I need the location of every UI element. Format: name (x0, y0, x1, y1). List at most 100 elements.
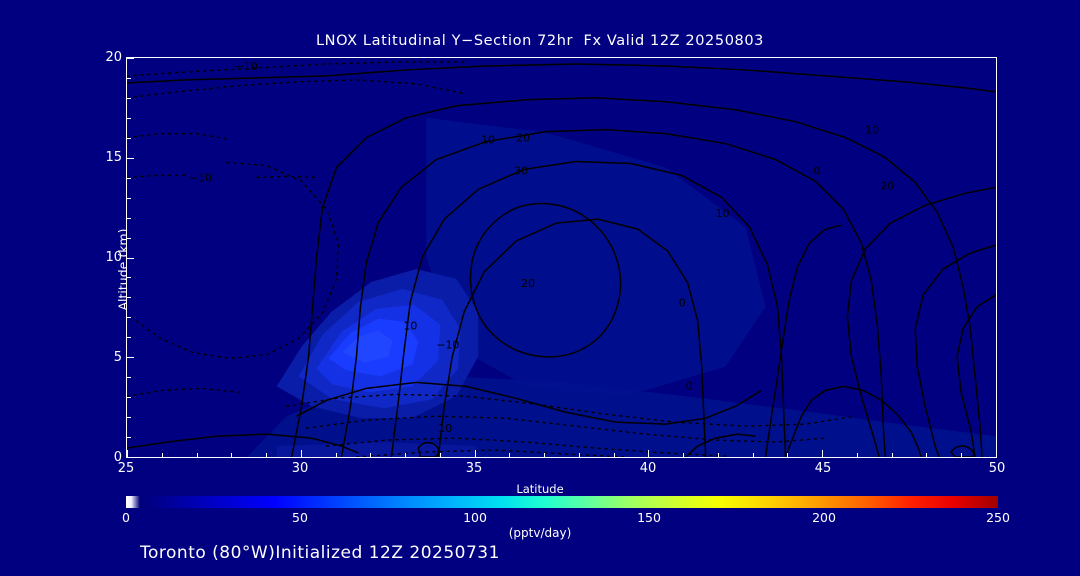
x-tick-5: 50 (988, 461, 1006, 476)
x-tickmark-minor (856, 453, 858, 457)
contour-svg: −10 −10 −10 10 10 10 10 10 20 20 20 30 0… (127, 58, 996, 457)
y-tickmark-minor (127, 217, 131, 219)
y-tickmark-minor (127, 317, 131, 319)
contour-neg10-upperleft (127, 79, 467, 99)
x-axis-title: Latitude (516, 482, 564, 496)
y-tickmark-major (127, 457, 134, 458)
fill-plume-peak (342, 330, 393, 363)
x-tickmark-minor (439, 453, 441, 457)
y-tickmark-minor (127, 77, 131, 79)
contour-label-20-right: 20 (880, 179, 894, 192)
contour-right-branch-c (956, 294, 996, 457)
contour-label-0-right: 0 (813, 164, 820, 177)
x-tickmark-minor (405, 453, 407, 457)
colorbar-tick-3: 150 (637, 510, 661, 525)
y-tickmark-minor (127, 197, 131, 199)
contour-neg10-lower-b (305, 415, 827, 443)
y-tick-0: 0 (113, 450, 122, 465)
contour-label-0-lower: 0 (686, 379, 693, 392)
contour-neg10-label-right (256, 175, 318, 179)
x-tickmark-minor (926, 453, 928, 457)
x-tickmark-minor (335, 453, 337, 457)
y-tickmark-major (127, 257, 134, 259)
y-tick-3: 15 (105, 150, 122, 165)
contour-neg10-closed-left (132, 161, 340, 360)
contour-label-30: 30 (514, 164, 528, 177)
x-tickmark-major (300, 450, 302, 457)
x-tickmark-minor (266, 453, 268, 457)
contour-neg10-lower-d (355, 449, 627, 457)
y-tickmark-minor (127, 97, 131, 99)
x-tickmark-major (474, 450, 476, 457)
y-tickmark-minor (127, 297, 131, 299)
colorbar-ticks: 0 50 100 150 200 250 (122, 510, 1010, 528)
contour-20-envelope (390, 160, 787, 457)
x-tickmark-minor (161, 453, 163, 457)
x-tick-3: 40 (639, 461, 657, 476)
x-tick-2: 35 (465, 461, 483, 476)
contour-10-envelope (290, 97, 983, 457)
contour-label-10-farright: 10 (865, 124, 879, 137)
contour-label-10-a: 10 (481, 134, 495, 147)
contour-right-branch-a (846, 186, 996, 457)
x-tickmark-minor (891, 453, 893, 457)
x-tickmark-major (127, 450, 128, 457)
y-tickmark-minor (127, 337, 131, 339)
y-tickmark-major (127, 157, 134, 159)
y-tickmark-minor (127, 177, 131, 179)
x-tickmark-minor (196, 453, 198, 457)
contour-lower-right (784, 385, 922, 457)
contour-label-10-right: 10 (716, 207, 730, 220)
y-tickmark-minor (127, 237, 131, 239)
y-tickmark-minor (127, 377, 131, 379)
x-tickmark-minor (578, 453, 580, 457)
x-tickmark-minor (370, 453, 372, 457)
x-tick-1: 30 (291, 461, 309, 476)
colorbar-tick-2: 100 (463, 510, 487, 525)
y-tick-1: 5 (113, 350, 122, 365)
contour-neg10-lowleft (127, 387, 240, 398)
x-tickmark-major (822, 450, 824, 457)
x-tickmark-minor (752, 453, 754, 457)
y-axis-ticks: 0 5 10 15 20 Altitude (km) (84, 50, 130, 465)
y-tickmark-minor (127, 417, 131, 419)
x-tickmark-major (648, 450, 650, 457)
x-tickmark-minor (683, 453, 685, 457)
x-tickmark-minor (787, 453, 789, 457)
y-tickmark-minor (127, 437, 131, 439)
colorbar-tick-5: 250 (986, 510, 1010, 525)
contour-lower-mid (296, 381, 762, 425)
y-tickmark-minor (127, 137, 131, 139)
x-tick-4: 45 (814, 461, 832, 476)
fill-upper-core (426, 117, 766, 397)
contour-label-0-mid: 0 (679, 297, 686, 310)
contour-neg10-label-left (127, 174, 188, 179)
y-tickmark-major (127, 58, 134, 59)
contour-surface-bump (685, 433, 756, 457)
x-tickmark-major (996, 450, 997, 457)
contour-label-neg10-left: −10 (189, 171, 212, 184)
y-tick-2: 10 (105, 250, 122, 265)
contour-label-20-mid: 20 (521, 277, 535, 290)
colorbar-tick-4: 200 (812, 510, 836, 525)
colorbar[interactable] (126, 496, 998, 508)
contour-neg10-top (127, 61, 467, 77)
x-tick-0: 25 (117, 461, 135, 476)
x-tickmark-minor (544, 453, 546, 457)
footer-caption: Toronto (80°W)Initialized 12Z 20250731 (140, 543, 500, 563)
contour-label-10-plume: 10 (403, 320, 417, 333)
y-tick-4: 20 (105, 50, 122, 65)
x-tickmark-minor (613, 453, 615, 457)
page-title: LNOX Latitudinal Y−Section 72hr Fx Valid… (315, 33, 765, 49)
contour-30-closed (469, 202, 622, 358)
x-tickmark-minor (717, 453, 719, 457)
contour-mid-right-vertical (764, 224, 842, 457)
contour-neg10-lower-a (285, 393, 857, 427)
contour-label-neg10-lower: −10 (436, 339, 459, 352)
contour-plot-area[interactable]: −10 −10 −10 10 10 10 10 10 20 20 20 30 0… (126, 57, 997, 458)
colorbar-tick-1: 50 (292, 510, 308, 525)
colorbar-gradient (126, 496, 998, 508)
colorbar-tick-0: 0 (122, 510, 130, 525)
y-tickmark-minor (127, 277, 131, 279)
